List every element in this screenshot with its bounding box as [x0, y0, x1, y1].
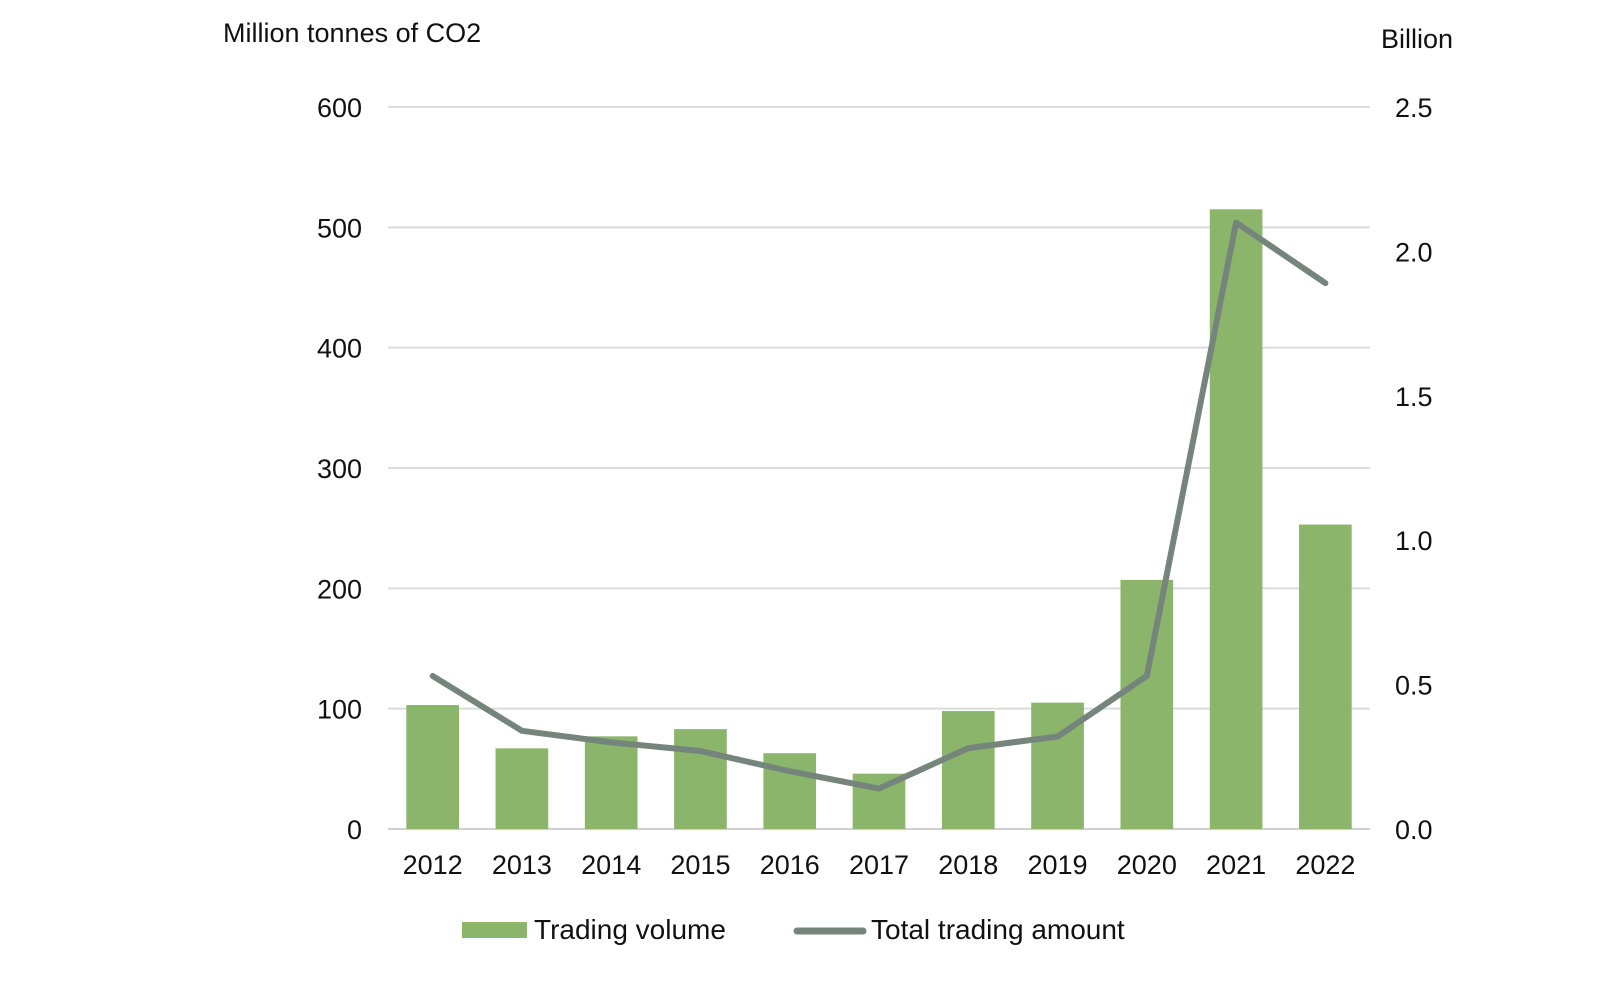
x-tick-label: 2017: [849, 850, 909, 880]
x-tick-label: 2020: [1117, 850, 1177, 880]
x-tick-label: 2015: [670, 850, 730, 880]
bar-trading-volume-2013: [496, 748, 549, 829]
bar-trading-volume-2022: [1299, 525, 1352, 829]
y2-tick-label: 0.0: [1395, 815, 1433, 845]
y-tick-label: 0: [347, 815, 362, 845]
bar-trading-volume-2012: [406, 705, 459, 829]
legend-label-total-trading-amount: Total trading amount: [871, 914, 1125, 945]
x-tick-label: 2012: [403, 850, 463, 880]
x-tick-label: 2019: [1028, 850, 1088, 880]
x-tick-label: 2013: [492, 850, 552, 880]
legend-label-trading-volume: Trading volume: [534, 914, 726, 945]
y2-axis-title: Billion: [1381, 24, 1453, 54]
bar-trading-volume-2020: [1120, 580, 1173, 829]
y-tick-label: 200: [317, 574, 362, 604]
line-series: [433, 222, 1326, 788]
line-total-trading-amount: [433, 223, 1326, 789]
y2-tick-label: 2.5: [1395, 93, 1433, 123]
y2-tick-label: 2.0: [1395, 237, 1433, 267]
legend-swatch-trading-volume: [462, 922, 527, 938]
y2-tick-label: 0.5: [1395, 671, 1433, 701]
y-tick-label: 500: [317, 213, 362, 243]
x-tick-label: 2022: [1295, 850, 1355, 880]
bar-trading-volume-2015: [674, 729, 727, 829]
x-tick-label: 2016: [760, 850, 820, 880]
x-tick-label: 2014: [581, 850, 641, 880]
y-tick-label: 600: [317, 93, 362, 123]
y-tick-label: 400: [317, 334, 362, 364]
y-tick-label: 300: [317, 454, 362, 484]
bar-trading-volume-2014: [585, 736, 638, 829]
y2-tick-label: 1.5: [1395, 382, 1433, 412]
legend: Trading volume Total trading amount: [462, 914, 1125, 945]
x-tick-label: 2021: [1206, 850, 1266, 880]
y-tick-label: 100: [317, 695, 362, 725]
x-tick-label: 2018: [938, 850, 998, 880]
bar-trading-volume-2018: [942, 711, 995, 829]
y2-tick-label: 1.0: [1395, 526, 1433, 556]
y-axis-title: Million tonnes of CO2: [223, 18, 481, 48]
